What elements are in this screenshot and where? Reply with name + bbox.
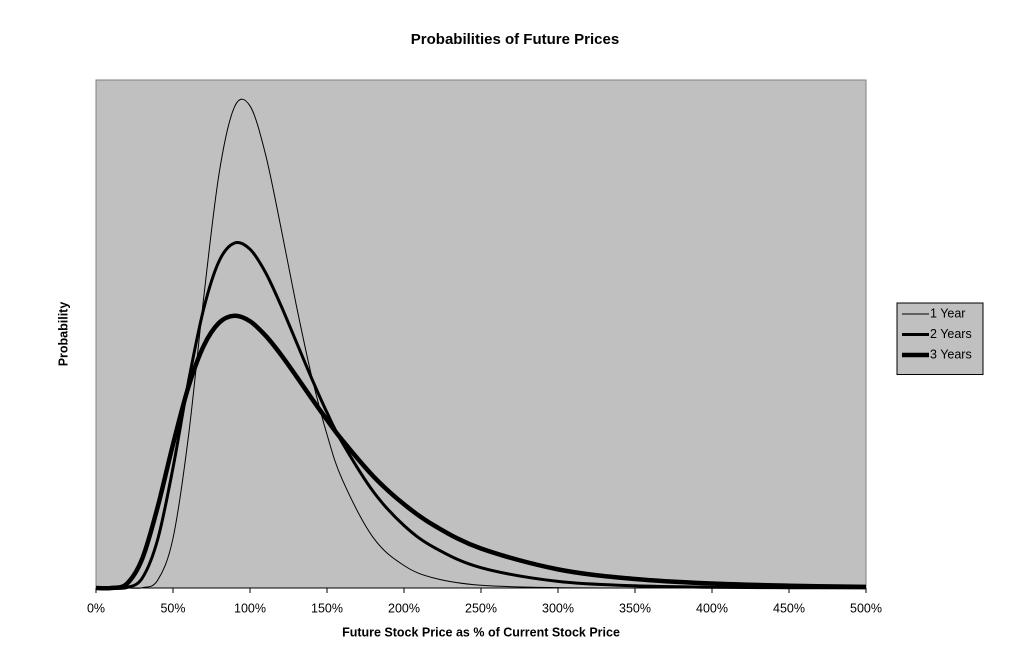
chart-title: Probabilities of Future Prices <box>411 31 619 48</box>
x-tick-label: 250% <box>465 601 497 615</box>
x-tick-label: 400% <box>696 601 728 615</box>
x-tick-label: 200% <box>388 601 420 615</box>
x-tick-label: 0% <box>87 601 105 615</box>
x-axis-label: Future Stock Price as % of Current Stock… <box>342 625 620 639</box>
series-line <box>95 240 867 590</box>
legend-label: 1 Year <box>930 306 965 320</box>
x-tick-label: 100% <box>234 601 266 615</box>
legend-label: 3 Years <box>930 347 972 361</box>
x-tick-label: 150% <box>311 601 343 615</box>
x-tick-label: 50% <box>160 601 185 615</box>
plot-area <box>95 79 867 589</box>
x-tick-label: 500% <box>850 601 882 615</box>
x-tick-label: 350% <box>619 601 651 615</box>
y-axis-label: Probability <box>56 302 70 367</box>
x-tick-label: 300% <box>542 601 574 615</box>
legend-label: 2 Years <box>930 327 972 341</box>
legend-box <box>896 302 984 375</box>
x-tick-label: 450% <box>773 601 805 615</box>
series-line <box>95 313 867 591</box>
series-line <box>95 98 866 589</box>
